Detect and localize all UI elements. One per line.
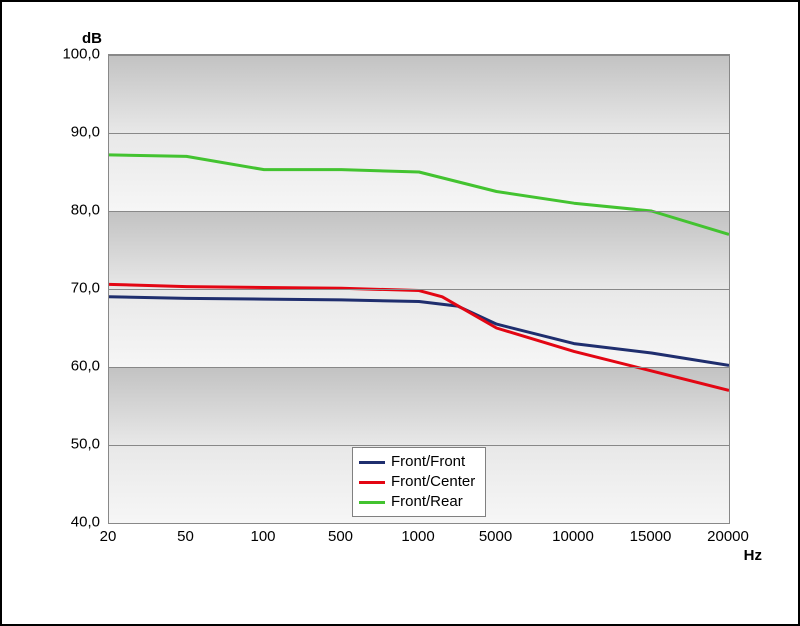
x-tick-label: 1000 [401, 528, 434, 545]
y-tick-label: 70,0 [38, 280, 100, 297]
legend-row: Front/Center [359, 472, 475, 492]
legend-swatch [359, 481, 385, 484]
chart-outer-frame: dB Front/FrontFront/CenterFront/Rear Hz … [0, 0, 800, 626]
h-gridline [109, 289, 729, 290]
h-gridline [109, 55, 729, 56]
x-tick-label: 5000 [479, 528, 512, 545]
y-tick-label: 80,0 [38, 202, 100, 219]
y-axis-unit-label: dB [82, 30, 102, 47]
x-tick-label: 50 [177, 528, 194, 545]
x-tick-label: 10000 [552, 528, 594, 545]
y-tick-label: 100,0 [38, 46, 100, 63]
series-line [109, 297, 729, 366]
x-tick-label: 15000 [630, 528, 672, 545]
h-gridline [109, 367, 729, 368]
x-axis-unit-label: Hz [744, 547, 762, 564]
legend-box: Front/FrontFront/CenterFront/Rear [352, 447, 486, 517]
legend-row: Front/Rear [359, 492, 475, 512]
x-tick-label: 20 [100, 528, 117, 545]
legend-swatch [359, 461, 385, 464]
legend-label: Front/Front [391, 452, 465, 472]
series-line [109, 155, 729, 235]
y-tick-label: 90,0 [38, 124, 100, 141]
x-tick-label: 20000 [707, 528, 749, 545]
legend-row: Front/Front [359, 452, 475, 472]
h-gridline [109, 133, 729, 134]
y-tick-label: 40,0 [38, 514, 100, 531]
chart-wrap: dB Front/FrontFront/CenterFront/Rear Hz … [38, 30, 762, 588]
legend-swatch [359, 501, 385, 504]
y-tick-label: 50,0 [38, 436, 100, 453]
legend-label: Front/Center [391, 472, 475, 492]
h-gridline [109, 523, 729, 524]
legend-label: Front/Rear [391, 492, 463, 512]
y-tick-label: 60,0 [38, 358, 100, 375]
h-gridline [109, 445, 729, 446]
x-tick-label: 500 [328, 528, 353, 545]
plot-area: Front/FrontFront/CenterFront/Rear [108, 54, 730, 524]
x-tick-label: 100 [250, 528, 275, 545]
h-gridline [109, 211, 729, 212]
